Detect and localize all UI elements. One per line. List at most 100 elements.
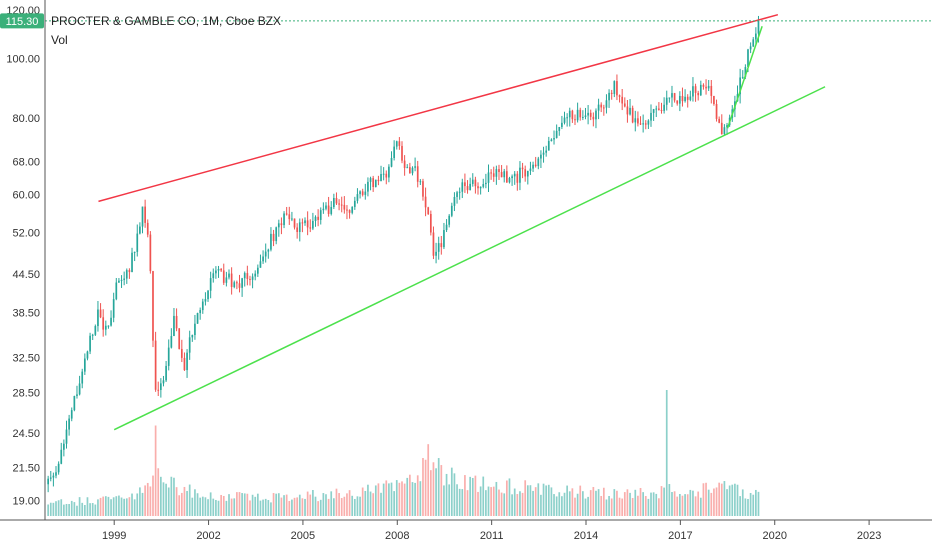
volume-bar [458, 488, 461, 516]
volume-bar [613, 489, 616, 516]
candle-body [532, 164, 534, 169]
volume-bar [220, 494, 222, 516]
candle-body [597, 104, 600, 111]
volume-bar [482, 476, 485, 516]
candle-body [60, 449, 63, 464]
candle-body [668, 97, 671, 99]
volume-bar [755, 489, 757, 516]
candle-body [414, 166, 416, 168]
candle-body [123, 278, 126, 280]
candle-body [183, 357, 186, 371]
volume-bar [280, 497, 283, 516]
volume-bar [63, 504, 65, 516]
candle-body [283, 213, 285, 226]
candle-body [547, 141, 550, 151]
volume-bar [272, 493, 275, 516]
candle-body [157, 389, 160, 391]
volume-bar [440, 465, 443, 516]
candle-body [579, 109, 582, 118]
volume-bar [524, 480, 527, 516]
candle-body [293, 218, 296, 228]
volume-bar [411, 482, 414, 516]
volume-bar [668, 484, 671, 516]
candle-body [498, 169, 500, 173]
volume-bar [194, 489, 196, 516]
candles [47, 15, 760, 493]
volume-bar [175, 487, 178, 516]
volume-bar [146, 482, 149, 516]
candle-body [403, 160, 406, 168]
candle-body [272, 233, 275, 242]
volume-bar [508, 478, 511, 516]
volume-bar [338, 493, 340, 516]
candle-body [288, 214, 291, 220]
candle-body [521, 167, 524, 170]
volume-bar [526, 485, 529, 516]
candle-body [508, 178, 511, 183]
candle-body [107, 325, 110, 327]
candle-body [91, 334, 94, 336]
volume-bar [291, 499, 293, 516]
volume-bar [236, 492, 238, 516]
volume-bar [521, 492, 524, 516]
volume-bar [55, 501, 57, 516]
volume-bar [676, 496, 679, 516]
volume-bar [369, 491, 372, 516]
volume-bar [558, 492, 561, 516]
candle-body [110, 317, 112, 326]
volume-bar [707, 489, 710, 516]
volume-bar [715, 487, 718, 516]
volume-bar [356, 496, 359, 516]
volume-bar [498, 489, 500, 516]
volume-bar [456, 484, 458, 516]
candle-body [519, 167, 521, 183]
candle-body [445, 224, 448, 231]
candle-body [681, 95, 684, 102]
volume-bar [726, 489, 728, 516]
candle-body [149, 234, 152, 272]
volume-bar [623, 492, 626, 516]
candle-body [663, 104, 665, 111]
candle-body [477, 186, 479, 189]
volume-bar [353, 498, 356, 516]
candle-body [422, 181, 424, 197]
x-tick-label: 2008 [385, 530, 409, 542]
candle-body [81, 371, 84, 384]
candle-body [479, 186, 482, 189]
candle-body [490, 172, 492, 174]
candle-body [65, 429, 68, 444]
candle-body [437, 243, 440, 252]
volume-bar [99, 497, 102, 516]
trendline[interactable] [726, 25, 763, 129]
candle-body [702, 84, 705, 87]
candle-body [364, 191, 367, 195]
volume-bar [367, 484, 369, 516]
candle-body [275, 227, 278, 242]
candle-body [230, 273, 233, 287]
volume-bar [618, 497, 621, 516]
volume-bar [288, 500, 291, 516]
candle-body [747, 49, 749, 68]
candle-body [251, 276, 254, 280]
trendline[interactable] [98, 13, 779, 203]
candle-body [419, 181, 422, 183]
y-tick-label: 28.50 [12, 388, 40, 400]
candle-body [277, 223, 280, 228]
volume-bar [131, 493, 133, 516]
volume-bar [477, 491, 479, 516]
volume-bar [133, 499, 136, 516]
volume-bar [335, 488, 338, 516]
volume-bar [731, 484, 734, 516]
volume-bar [165, 483, 167, 516]
volume-bar [571, 488, 574, 516]
x-tick-label: 2014 [574, 530, 598, 542]
candle-body [741, 76, 744, 78]
trendline[interactable] [113, 86, 826, 431]
volume-bar [173, 477, 175, 516]
volume-bar [713, 488, 715, 516]
candle-body [550, 139, 553, 142]
volume-bar [673, 491, 676, 516]
candle-body [86, 351, 89, 359]
volume-bar [741, 489, 744, 516]
